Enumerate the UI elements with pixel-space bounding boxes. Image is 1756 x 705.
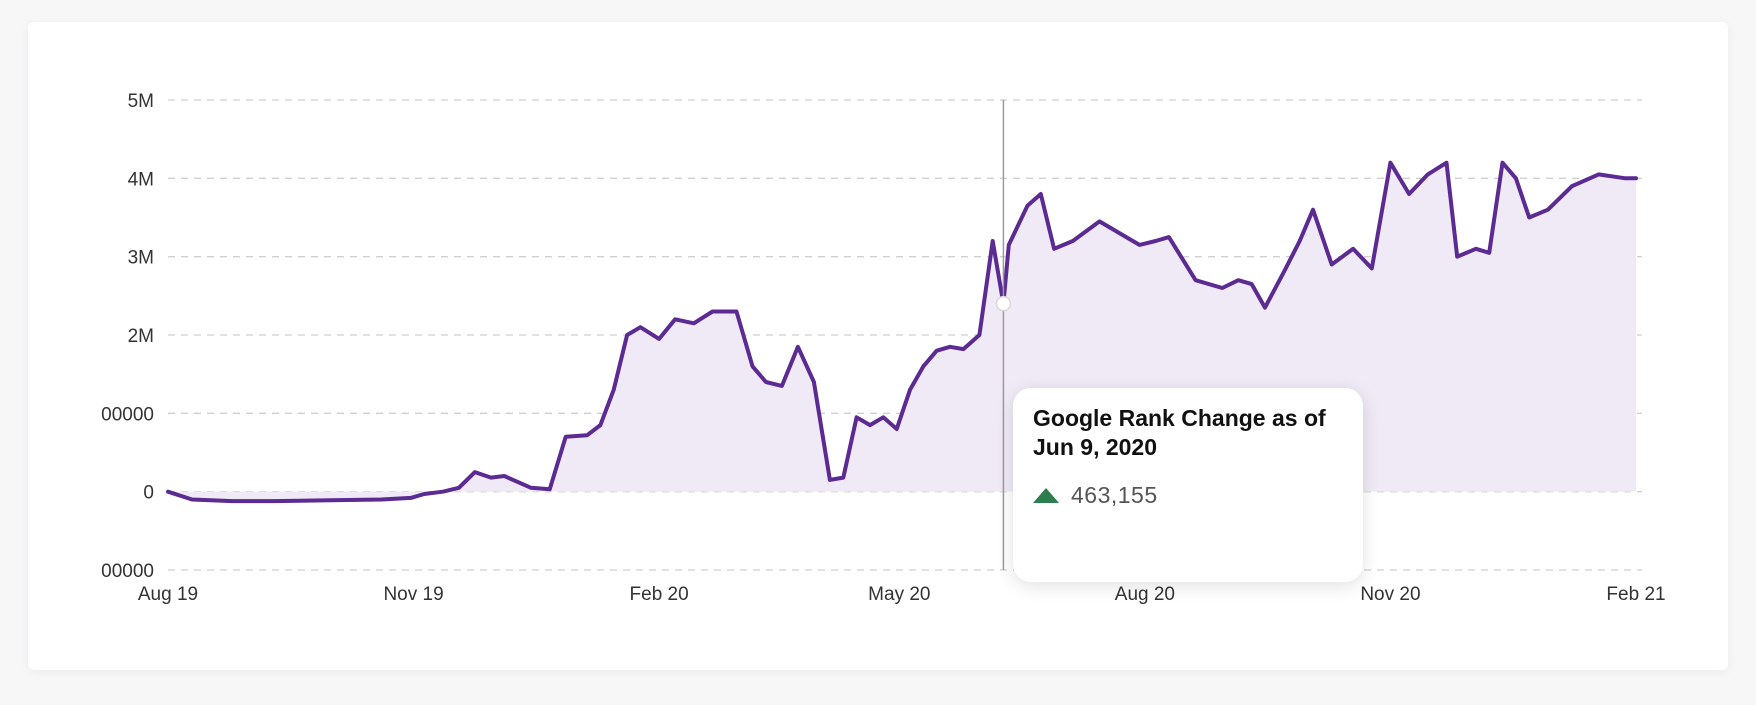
y-tick-label: 2M — [128, 326, 154, 347]
x-tick-label: Nov 20 — [1360, 584, 1420, 605]
x-tick-label: Feb 20 — [630, 584, 689, 605]
area-fill — [168, 162, 1636, 502]
tooltip-title: Google Rank Change as of Jun 9, 2020 — [1033, 405, 1326, 460]
tooltip-row: 463,155 — [1033, 482, 1343, 509]
x-tick-label: Aug 19 — [138, 584, 198, 605]
tooltip: Google Rank Change as of Jun 9, 2020 463… — [1013, 388, 1363, 582]
x-axis-labels: Aug 19 Nov 19 Feb 20 May 20 Aug 20 Nov 20 Feb … — [138, 584, 1666, 605]
y-tick-label: 0 — [143, 483, 154, 504]
x-tick-label: Nov 19 — [383, 584, 443, 605]
up-arrow-icon — [1033, 488, 1059, 503]
tooltip-value: 463,155 — [1071, 482, 1158, 508]
y-tick-label: 3M — [128, 248, 154, 269]
y-tick-label: 00000 — [101, 561, 154, 582]
y-tick-label: 4M — [128, 169, 154, 190]
x-tick-label: Aug 20 — [1115, 584, 1175, 605]
x-tick-label: Feb 21 — [1606, 584, 1665, 605]
hover-point-marker[interactable] — [995, 295, 1012, 312]
y-tick-label: 00000 — [101, 404, 154, 425]
series-line[interactable] — [166, 160, 1638, 504]
x-tick-label: May 20 — [868, 584, 930, 605]
y-tick-label: 5M — [128, 91, 154, 112]
